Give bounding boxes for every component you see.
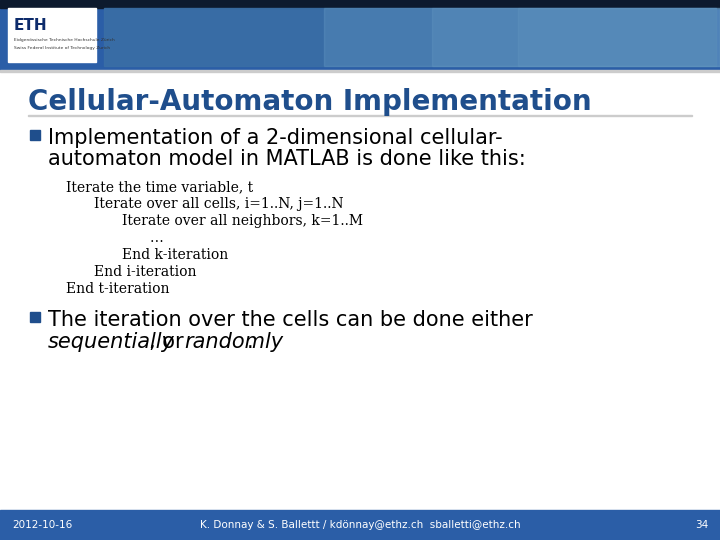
Bar — [432, 8, 720, 66]
Bar — [324, 8, 720, 66]
Bar — [104, 8, 716, 66]
Text: ETH: ETH — [14, 18, 48, 33]
Text: 2012-10-16: 2012-10-16 — [12, 520, 72, 530]
Bar — [30, 130, 40, 140]
Text: Swiss Federal Institute of Technology Zurich: Swiss Federal Institute of Technology Zu… — [14, 46, 110, 50]
Bar — [0, 0, 720, 70]
Bar — [28, 115, 692, 116]
Bar — [0, 510, 720, 540]
Text: Iterate over all neighbors, k=1..M: Iterate over all neighbors, k=1..M — [122, 214, 363, 228]
Text: Cellular-Automaton Implementation: Cellular-Automaton Implementation — [28, 88, 592, 116]
Text: 34: 34 — [695, 520, 708, 530]
Text: End i-iteration: End i-iteration — [94, 265, 197, 279]
Text: randomly: randomly — [184, 332, 283, 352]
Text: sequentially: sequentially — [48, 332, 175, 352]
Text: Iterate over all cells, i=1..N, j=1..N: Iterate over all cells, i=1..N, j=1..N — [94, 197, 343, 211]
Text: K. Donnay & S. Ballettt / kdönnay@ethz.ch  sballetti@ethz.ch: K. Donnay & S. Ballettt / kdönnay@ethz.c… — [199, 520, 521, 530]
Text: , or: , or — [149, 332, 190, 352]
Text: automaton model in MATLAB is done like this:: automaton model in MATLAB is done like t… — [48, 149, 526, 169]
Text: …: … — [150, 231, 163, 245]
Bar — [0, 70, 720, 72]
Text: Implementation of a 2-dimensional cellular-: Implementation of a 2-dimensional cellul… — [48, 128, 503, 148]
Bar — [30, 312, 40, 322]
Text: Iterate the time variable, t: Iterate the time variable, t — [66, 180, 253, 194]
Text: Eidgenössische Technische Hochschule Zürich: Eidgenössische Technische Hochschule Zür… — [14, 38, 114, 42]
Text: The iteration over the cells can be done either: The iteration over the cells can be done… — [48, 310, 533, 330]
Text: .: . — [247, 332, 253, 352]
Bar — [0, 0, 720, 8]
Text: End t-iteration: End t-iteration — [66, 282, 169, 296]
Bar — [8, 8, 96, 62]
Text: End k-iteration: End k-iteration — [122, 248, 228, 262]
Bar — [518, 8, 720, 66]
